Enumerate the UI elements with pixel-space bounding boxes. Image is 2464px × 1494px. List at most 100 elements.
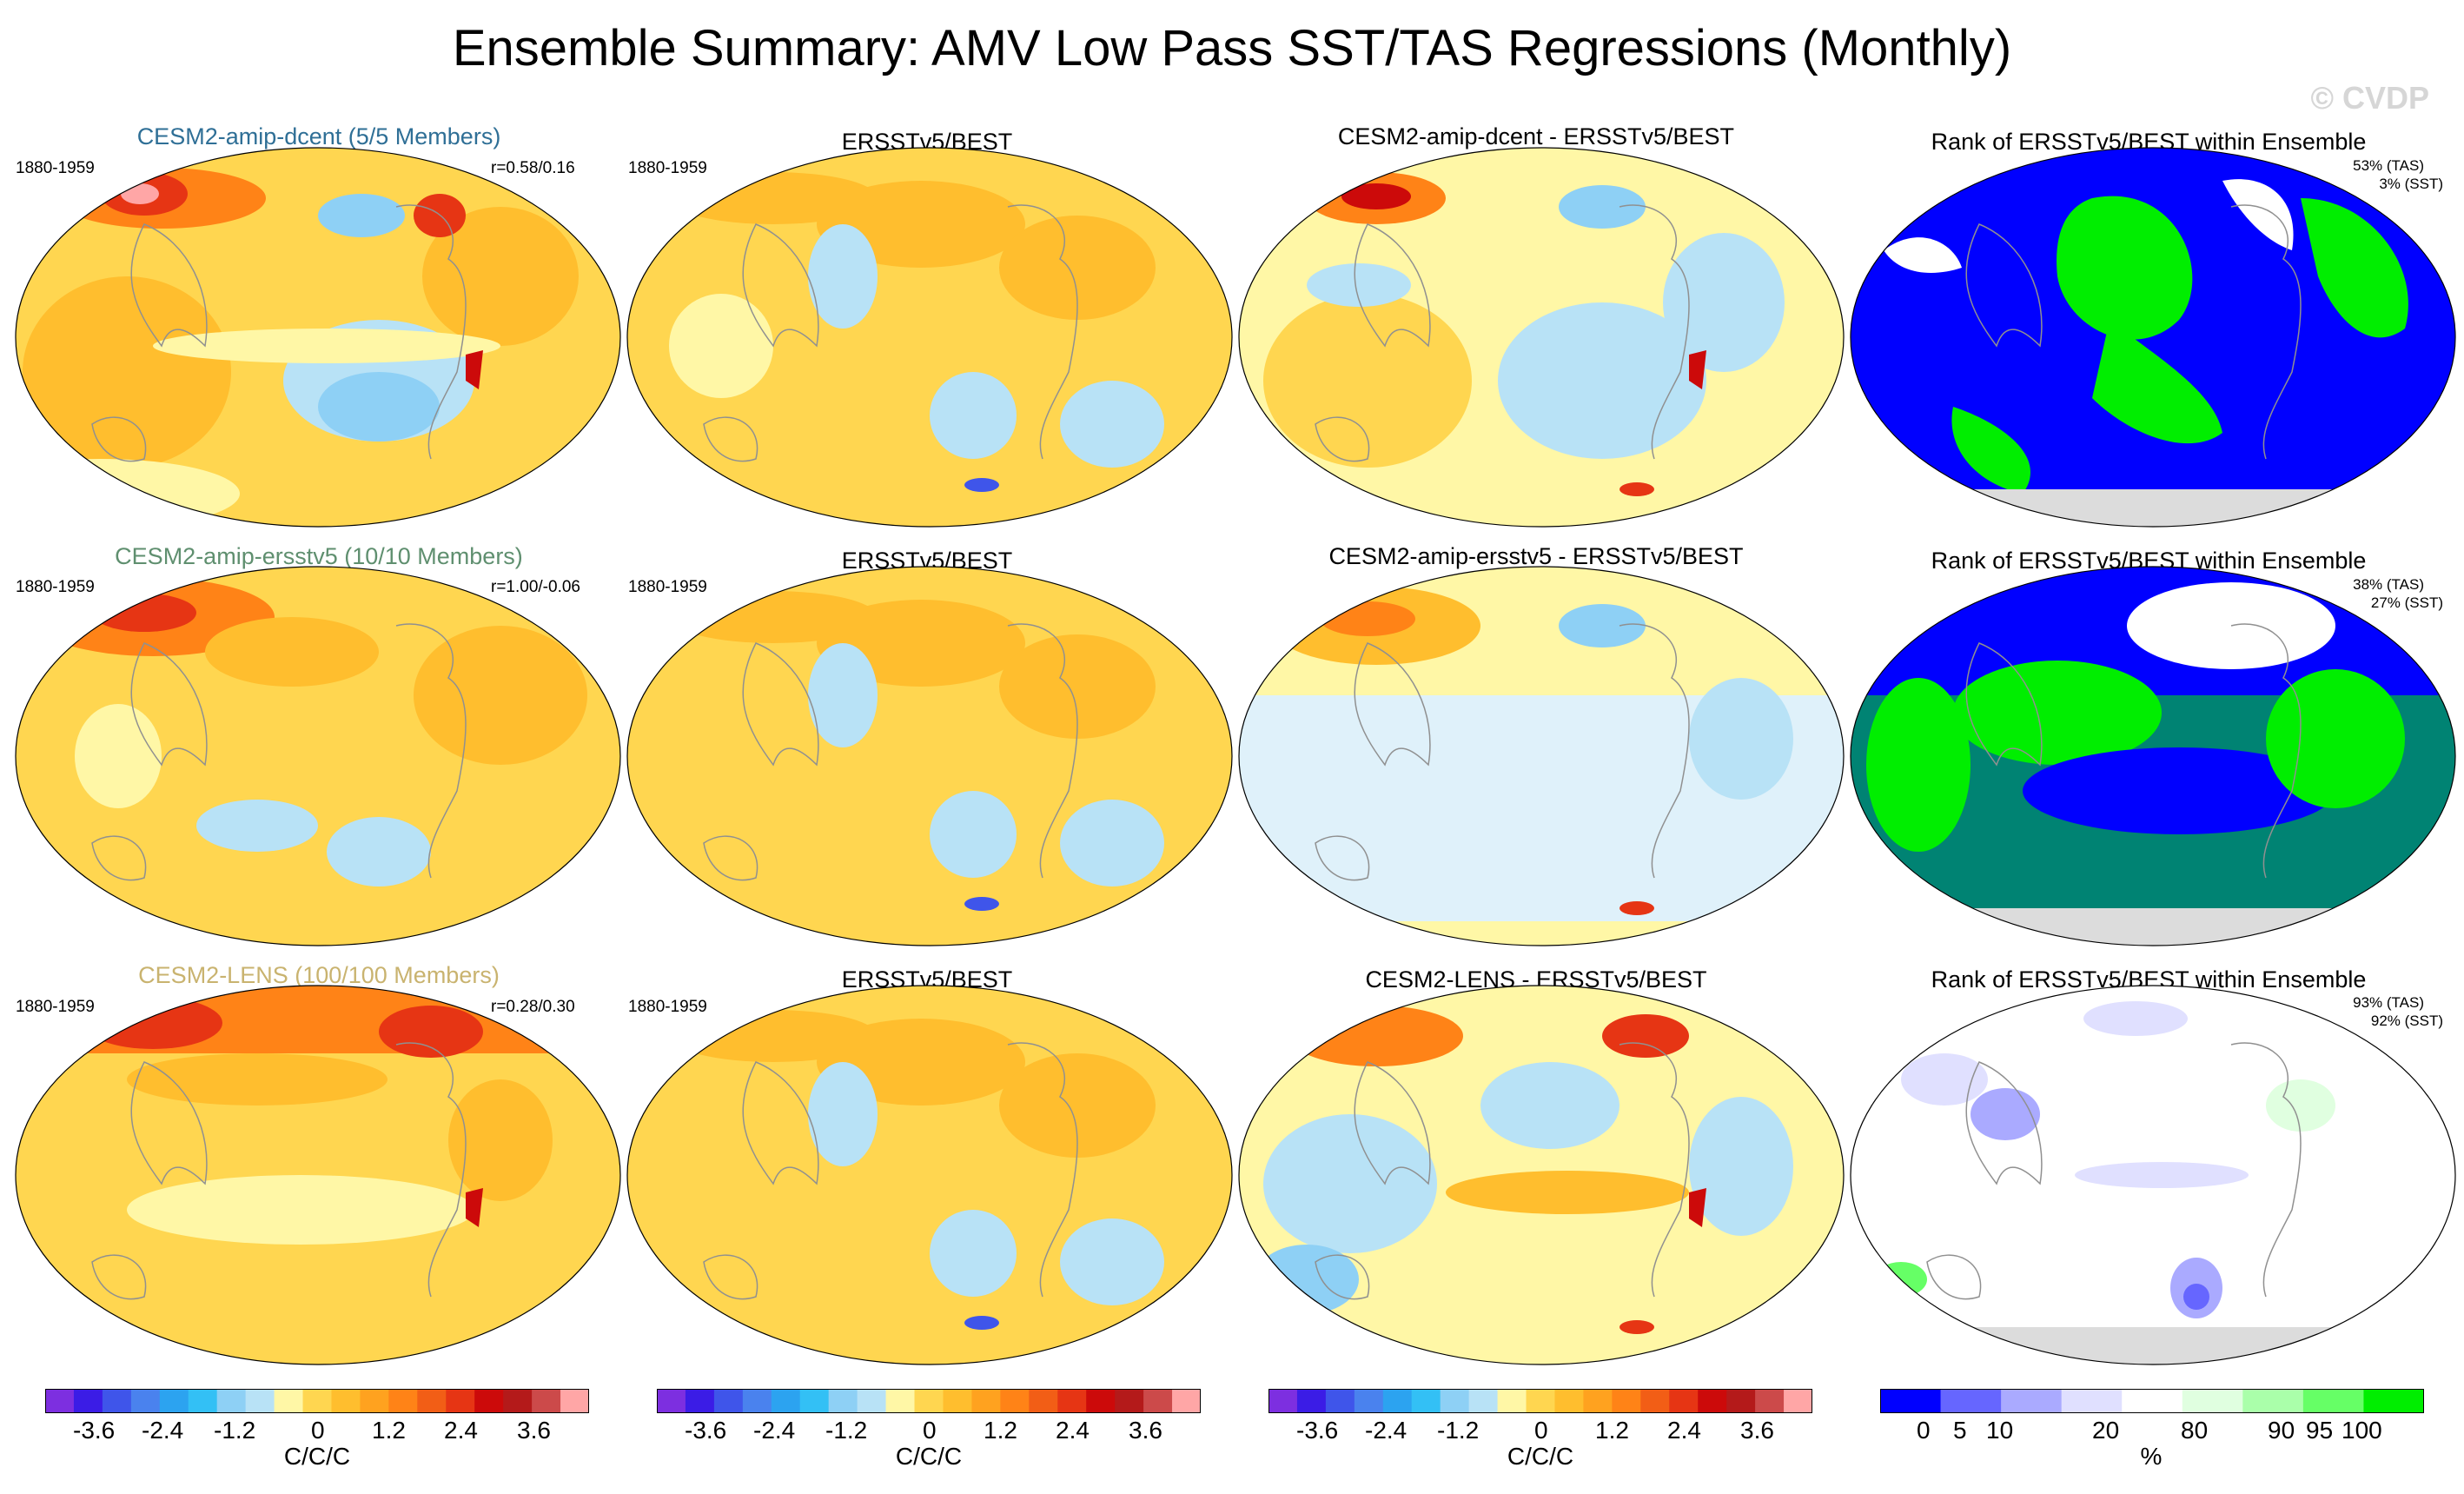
row3-diff-map [1238,985,1845,1365]
colorbar-swatch [885,1389,916,1413]
row3-obs-period: 1880-1959 [628,998,707,1016]
colorbar-swatch [1440,1389,1470,1413]
colorbar-swatch [1669,1389,1699,1413]
cb1-tick: 1.2 [372,1417,406,1444]
colorbar-swatch [1115,1389,1144,1413]
colorbar-swatch [1468,1389,1499,1413]
row3-period: 1880-1959 [16,998,95,1016]
colorbar-border [657,1389,1201,1413]
cb4-unit: % [2140,1443,2163,1470]
colorbar-swatch [1382,1389,1413,1413]
cb4-tick: 95 [2306,1417,2334,1444]
row3-rank-tas: 93% (TAS) [2353,994,2424,1011]
cb4-tick: 0 [1917,1417,1931,1444]
colorbar-swatch [1029,1389,1058,1413]
row3-rank-map [1850,985,2456,1365]
colorbar-swatch [1583,1389,1613,1413]
colorbar-swatch [713,1389,744,1413]
cb4-tick: 80 [2181,1417,2209,1444]
colorbar-swatch [1726,1389,1756,1413]
colorbar-swatch [188,1389,218,1413]
row2-diff-title: CESM2-amip-ersstv5 - ERSSTv5/BEST [1328,543,1744,569]
colorbar-swatch [1354,1389,1384,1413]
main-title: Ensemble Summary: AMV Low Pass SST/TAS R… [452,20,2012,76]
row3-rank-sst: 92% (SST) [2370,1013,2443,1029]
row2-obs-map [626,566,1233,946]
row1-model-map [15,147,621,528]
colorbar-swatch [360,1389,389,1413]
row1-diff-title: CESM2-amip-dcent - ERSSTv5/BEST [1337,123,1735,149]
cb3-tick: -1.2 [1437,1417,1480,1444]
colorbar-swatch [1940,1389,2002,1413]
colorbar-swatch [331,1389,361,1413]
cb2-tick: -1.2 [825,1417,868,1444]
row1-obs-period: 1880-1959 [628,159,707,177]
row2-rank-tas: 38% (TAS) [2353,576,2424,593]
cb1-tick: -2.4 [142,1417,184,1444]
cb2-tick: 2.4 [1056,1417,1090,1444]
cb1-unit: C/C/C [283,1443,351,1470]
colorbar-swatch [1296,1389,1327,1413]
cb4-tick: 20 [2092,1417,2120,1444]
colorbar-swatch [742,1389,772,1413]
colorbar-swatch [216,1389,247,1413]
colorbar-border [1268,1389,1812,1413]
row2-rank-map [1850,566,2456,946]
cb3-tick: 2.4 [1667,1417,1701,1444]
row1-diff-map [1238,147,1845,528]
colorbar-swatch [274,1389,304,1413]
colorbar-swatch [971,1389,1001,1413]
colorbar-model [45,1389,589,1413]
colorbar-swatch [1784,1389,1812,1413]
colorbar-swatch [2122,1389,2183,1413]
colorbar-swatch [446,1389,475,1413]
cb2-tick: -2.4 [753,1417,796,1444]
colorbar-swatch [2182,1389,2243,1413]
cb1-tick: 3.6 [517,1417,551,1444]
colorbar-swatch [857,1389,887,1413]
cb3-tick: 3.6 [1740,1417,1774,1444]
cb4-tick: 100 [2341,1417,2382,1444]
colorbar-swatch [159,1389,189,1413]
row1-model-title: CESM2-amip-dcent (5/5 Members) [136,123,501,149]
row2-diff-map [1238,566,1845,946]
cb4-tick: 10 [1986,1417,2014,1444]
row3-model-title: CESM2-LENS (100/100 Members) [138,962,500,988]
colorbar-swatch [1640,1389,1670,1413]
cb4-tick: 90 [2268,1417,2295,1444]
cb3-unit: C/C/C [1507,1443,1574,1470]
colorbar-swatch [388,1389,418,1413]
colorbar-swatch [1554,1389,1584,1413]
colorbar-swatch [474,1389,504,1413]
cb1-tick: 0 [311,1417,325,1444]
cb1-tick: -1.2 [214,1417,256,1444]
colorbar-swatch [1325,1389,1355,1413]
row1-rank-sst: 3% (SST) [2379,176,2443,192]
colorbar-swatch [2363,1389,2424,1413]
cb2-tick: 1.2 [984,1417,1017,1444]
colorbar-swatch [45,1389,75,1413]
colorbar-swatch [1698,1389,1727,1413]
cb3-tick: 0 [1534,1417,1548,1444]
colorbar-swatch [130,1389,161,1413]
row2-correlation: r=1.00/-0.06 [491,578,580,596]
row2-period: 1880-1959 [16,578,95,596]
colorbar-swatch [657,1389,686,1413]
row1-obs-map [626,147,1233,528]
colorbar-swatch [1172,1389,1201,1413]
colorbar-swatch [1755,1389,1785,1413]
colorbar-swatch [685,1389,715,1413]
colorbar-border [1880,1389,2424,1413]
colorbar-swatch [1143,1389,1173,1413]
colorbar-swatch [1411,1389,1441,1413]
colorbar-swatch [1000,1389,1030,1413]
row1-period: 1880-1959 [16,159,95,177]
colorbar-swatch [2061,1389,2123,1413]
colorbar-swatch [1497,1389,1527,1413]
colorbar-swatch [1268,1389,1298,1413]
cb1-tick: -3.6 [73,1417,116,1444]
colorbar-swatch [302,1389,332,1413]
colorbar-swatch [245,1389,275,1413]
colorbar-rank [1880,1389,2424,1413]
colorbar-swatch [2001,1389,2063,1413]
